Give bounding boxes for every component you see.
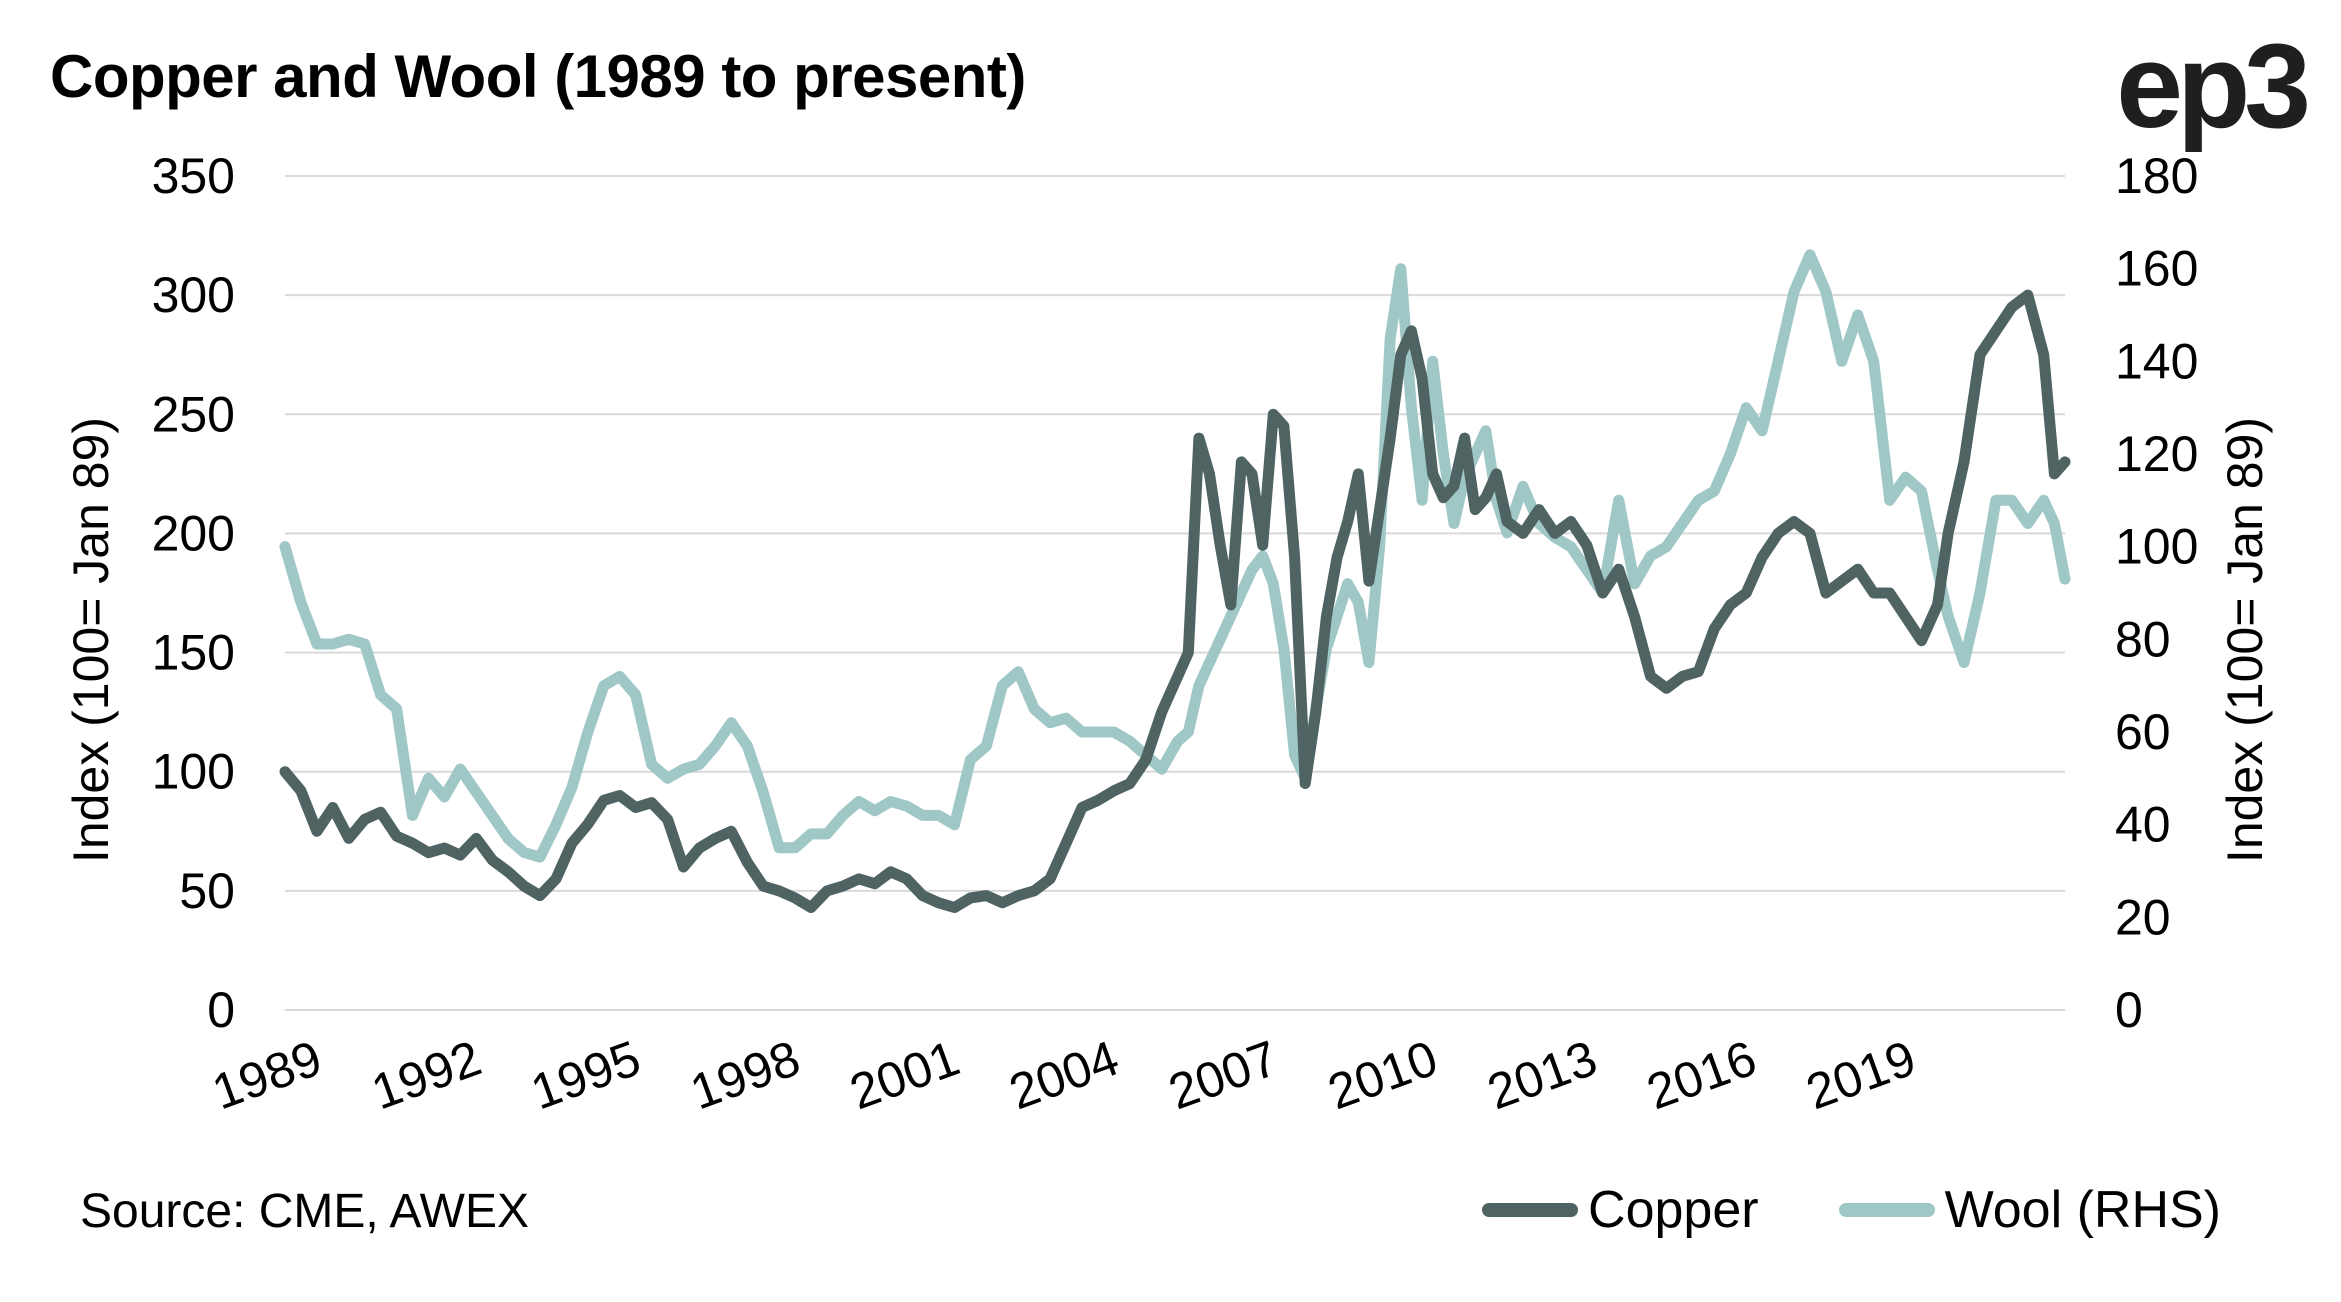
x-tick-label: 2007 [1162,1030,1286,1121]
legend-swatch-wool [1838,1203,1935,1217]
x-axis-ticks: 1989 1992 1995 1998 2001 2004 2007 2010 2013 2016… [205,1030,1923,1121]
y-tick-label-right: 120 [2115,426,2198,482]
y-tick-label-right: 60 [2115,704,2171,760]
y-tick-label-left: 100 [152,744,235,800]
y-tick-label-right: 0 [2115,982,2143,1038]
legend-label-wool: Wool (RHS) [1944,1181,2221,1239]
x-tick-label: 2016 [1640,1030,1764,1121]
legend-item-copper: Copper [1482,1180,1759,1240]
left-y-axis-label: Index (100= Jan 89) [63,417,119,863]
y-tick-label-left: 250 [152,386,235,442]
series-line-wool [279,249,2071,863]
right-y-axis-ticks: 0 20 40 60 80 100 120 140 160 180 [2115,148,2198,1038]
y-tick-label-right: 80 [2115,611,2171,667]
legend: Copper Wool (RHS) [1402,1180,2221,1240]
x-tick-label: 2019 [1799,1030,1923,1121]
left-y-axis-ticks: 0 50 100 150 200 250 300 350 [152,148,235,1038]
x-tick-label: 1995 [524,1030,648,1121]
y-tick-label-left: 50 [179,863,235,919]
legend-swatch-copper [1482,1203,1579,1217]
x-tick-label: 1989 [205,1030,329,1121]
series-line-copper [279,289,2071,913]
gridlines [285,175,2065,1011]
x-tick-label: 2001 [843,1030,967,1121]
y-tick-label-right: 20 [2115,889,2171,945]
x-tick-label: 1992 [364,1030,488,1121]
y-tick-label-right: 140 [2115,333,2198,389]
y-tick-label-right: 100 [2115,519,2198,575]
y-tick-label-left: 300 [152,267,235,323]
chart-title: Copper and Wool (1989 to present) [50,43,1026,110]
y-tick-label-right: 180 [2115,148,2198,204]
y-tick-label-left: 150 [152,625,235,681]
legend-item-wool: Wool (RHS) [1838,1180,2221,1240]
x-tick-label: 2013 [1480,1030,1604,1121]
y-tick-label-left: 200 [152,505,235,561]
legend-label-copper: Copper [1588,1181,1759,1239]
y-tick-label-right: 160 [2115,241,2198,297]
x-tick-label: 2004 [1002,1030,1126,1121]
y-tick-label-right: 40 [2115,797,2171,853]
ep3-logo: ep3 [2116,19,2311,153]
y-tick-label-left: 350 [152,148,235,204]
x-tick-label: 1998 [683,1030,807,1121]
source-note: Source: CME, AWEX [80,1185,530,1238]
right-y-axis-label: Index (100= Jan 89) [2217,417,2273,863]
x-tick-label: 2010 [1321,1030,1445,1121]
series-lines [279,249,2071,913]
y-tick-label-left: 0 [207,982,235,1038]
